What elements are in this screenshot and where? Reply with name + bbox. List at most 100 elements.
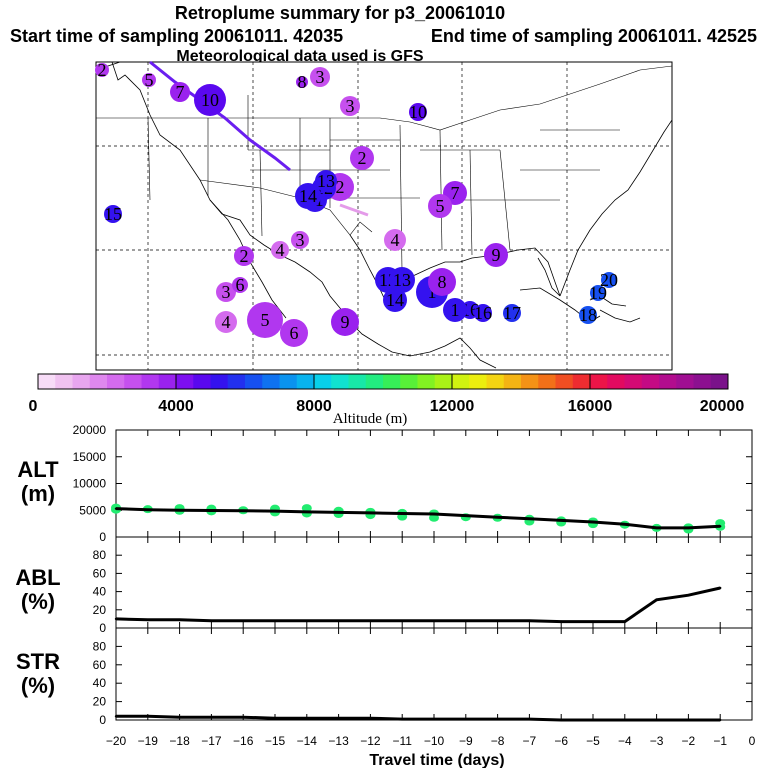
alt-data-point (146, 508, 149, 511)
plume-label: 3 (222, 282, 231, 302)
str-data-point (369, 716, 372, 720)
plume-label: 1 (428, 282, 437, 302)
str-data-point (210, 716, 213, 719)
alt-data-point (401, 512, 404, 515)
plume-marker (247, 302, 283, 338)
str-data-point (401, 717, 404, 721)
colorbar-swatch (107, 374, 125, 389)
alt-panel-unit: (m) (21, 481, 55, 506)
plume-label: 3 (296, 230, 305, 250)
y-tick-label: 80 (93, 639, 107, 653)
plume-label: 19 (589, 283, 607, 303)
x-tick-label: −13 (328, 734, 349, 748)
alt-panel-label: ALT (17, 457, 59, 482)
alt-data-point (273, 509, 277, 513)
plume-label: 5 (261, 310, 270, 330)
alt-data-point (178, 509, 181, 512)
colorbar-dividers (175, 374, 591, 389)
abl-data-point (273, 619, 277, 622)
plume-marker (95, 63, 109, 77)
time-series-panels: ALT (m) ABL (%) STR (%) Travel time (day… (15, 423, 755, 768)
abl-data-point (496, 619, 499, 622)
alt-data-point (210, 509, 213, 512)
panel-frame (115, 627, 753, 721)
plume-marker (310, 67, 330, 87)
plume-label: 4 (276, 240, 285, 260)
map-borders (96, 65, 673, 271)
plume-marker (194, 84, 226, 116)
start-time-text: Start time of sampling 20061011. 42035 (10, 26, 343, 46)
plume-label: 8 (438, 272, 447, 292)
abl-data-point (560, 620, 563, 623)
alt-data-point (560, 519, 563, 522)
abl-data-point (242, 619, 245, 622)
plume-label: 10 (201, 90, 219, 110)
abl-data-point (305, 619, 308, 622)
y-tick-label: 0 (99, 530, 106, 544)
plume-label: 9 (492, 245, 501, 265)
plume-label: 6 (236, 275, 245, 295)
plume-label: 5 (436, 196, 445, 216)
plume-marker (503, 304, 521, 322)
plume-marker (170, 82, 190, 102)
x-tick-label: −8 (491, 734, 505, 748)
colorbar-swatch (417, 374, 436, 389)
str-data-point (305, 716, 308, 720)
str-data-point (591, 718, 595, 722)
y-tick-label: 20 (93, 603, 107, 617)
x-tick-label: −20 (106, 734, 127, 748)
plume-marker (232, 277, 248, 293)
plume-marker (296, 76, 308, 88)
colorbar-tick-label: 4000 (158, 398, 194, 415)
plume-label: 13 (317, 171, 335, 191)
colorbar-swatch (245, 374, 263, 389)
end-time-text: End time of sampling 20061011. 42525 (431, 26, 757, 46)
alt-data-point (114, 507, 118, 510)
alt-data-point (687, 526, 690, 530)
plume-label: 15 (104, 204, 122, 224)
y-tick-label: 5000 (79, 503, 106, 517)
abl-data-point (114, 617, 118, 621)
plume-marker (484, 243, 508, 267)
colorbar-swatch (590, 374, 608, 389)
abl-data-point (210, 619, 213, 622)
plume-marker (428, 194, 452, 218)
str-series-line (116, 714, 721, 722)
plume-marker (443, 298, 467, 322)
colorbar-tick-label: 8000 (296, 398, 332, 415)
plume-label: 3 (316, 67, 325, 87)
abl-data-point (146, 618, 149, 622)
plume-label: 2 (98, 60, 107, 80)
plume-marker (280, 319, 308, 347)
abl-data-point (687, 594, 690, 597)
plume-label: 2 (240, 246, 249, 266)
colorbar-swatch (538, 374, 556, 389)
alt-data-point (719, 525, 722, 528)
str-data-point (242, 716, 245, 719)
x-tick-label: −14 (297, 734, 318, 748)
str-data-point (337, 716, 340, 720)
str-data-point (655, 718, 658, 722)
plume-label: 4 (222, 312, 231, 332)
y-tick-label: 80 (93, 548, 107, 562)
y-tick-label: 15000 (73, 450, 107, 464)
colorbar-swatch (607, 374, 625, 389)
y-tick-label: 60 (93, 658, 107, 672)
x-tick-label: −19 (138, 734, 159, 748)
str-data-point (719, 718, 722, 722)
colorbar-swatch (434, 374, 453, 389)
plume-marker (474, 304, 492, 322)
abl-data-point (178, 618, 181, 622)
colorbar-swatch (314, 374, 332, 389)
colorbar-swatch (262, 374, 280, 389)
colorbar-swatch (279, 374, 298, 389)
alt-series-line (115, 507, 721, 530)
x-tick-label: −1 (713, 734, 727, 748)
str-data-point (432, 717, 436, 721)
plume-label: 18 (579, 305, 597, 325)
colorbar-swatch (659, 374, 677, 389)
colorbar-swatch (641, 374, 660, 389)
abl-data-point (432, 619, 436, 622)
abl-data-point (655, 598, 658, 601)
